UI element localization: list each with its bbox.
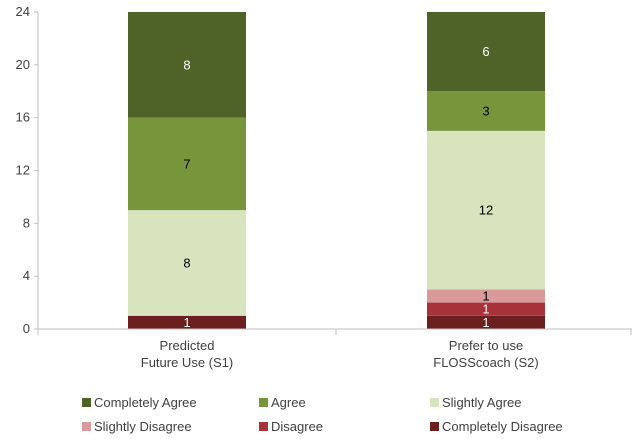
y-tick-label: 16 xyxy=(16,110,30,125)
data-label: 12 xyxy=(479,203,493,218)
y-tick-label: 20 xyxy=(16,57,30,72)
data-label: 7 xyxy=(183,156,190,171)
bar-segment xyxy=(427,12,545,92)
bar-segment xyxy=(427,130,545,290)
legend-swatch xyxy=(82,422,91,431)
legend-swatch xyxy=(430,398,439,407)
data-label: 6 xyxy=(482,44,489,59)
legend-label: Agree xyxy=(271,395,306,410)
bar-segment xyxy=(427,302,545,316)
legend-swatch xyxy=(259,422,268,431)
x-axis: Predicted Future Use (S1) Prefer to use FLO… xyxy=(37,328,632,370)
data-label: 1 xyxy=(482,315,489,330)
bar-segment xyxy=(128,210,246,316)
data-label: 1 xyxy=(482,288,489,303)
y-tick-label: 24 xyxy=(16,4,30,19)
y-tick-label: 12 xyxy=(16,163,30,178)
legend-swatch xyxy=(82,398,91,407)
y-tick-label: 4 xyxy=(23,268,30,283)
data-label: 3 xyxy=(482,104,489,119)
data-label: 8 xyxy=(183,255,190,270)
bar-segment xyxy=(427,315,545,329)
legend-swatch xyxy=(259,398,268,407)
data-label: 1 xyxy=(482,302,489,317)
legend-swatch xyxy=(430,422,439,431)
category-label: Predicted xyxy=(160,338,215,353)
category-label: Future Use (S1) xyxy=(141,355,233,370)
legend: Completely Agree Agree Slightly Agree Sligh… xyxy=(82,395,563,434)
bar-segment xyxy=(427,91,545,131)
y-tick-label: 0 xyxy=(23,321,30,336)
category-label: Prefer to use xyxy=(449,338,523,353)
legend-label: Completely Disagree xyxy=(442,419,563,434)
legend-label: Completely Agree xyxy=(94,395,197,410)
legend-label: Slightly Disagree xyxy=(94,419,192,434)
bar-segment xyxy=(128,12,246,118)
legend-label: Slightly Agree xyxy=(442,395,522,410)
legend-label: Disagree xyxy=(271,419,323,434)
y-axis: 0 4 8 12 16 20 24 xyxy=(16,4,39,336)
category-label: FLOSScoach (S2) xyxy=(433,355,539,370)
data-label: 1 xyxy=(183,315,190,330)
bar-segment xyxy=(128,117,246,211)
data-label: 8 xyxy=(183,57,190,72)
bar-segment xyxy=(427,289,545,303)
bar-segment xyxy=(128,315,246,329)
y-tick-label: 8 xyxy=(23,215,30,230)
